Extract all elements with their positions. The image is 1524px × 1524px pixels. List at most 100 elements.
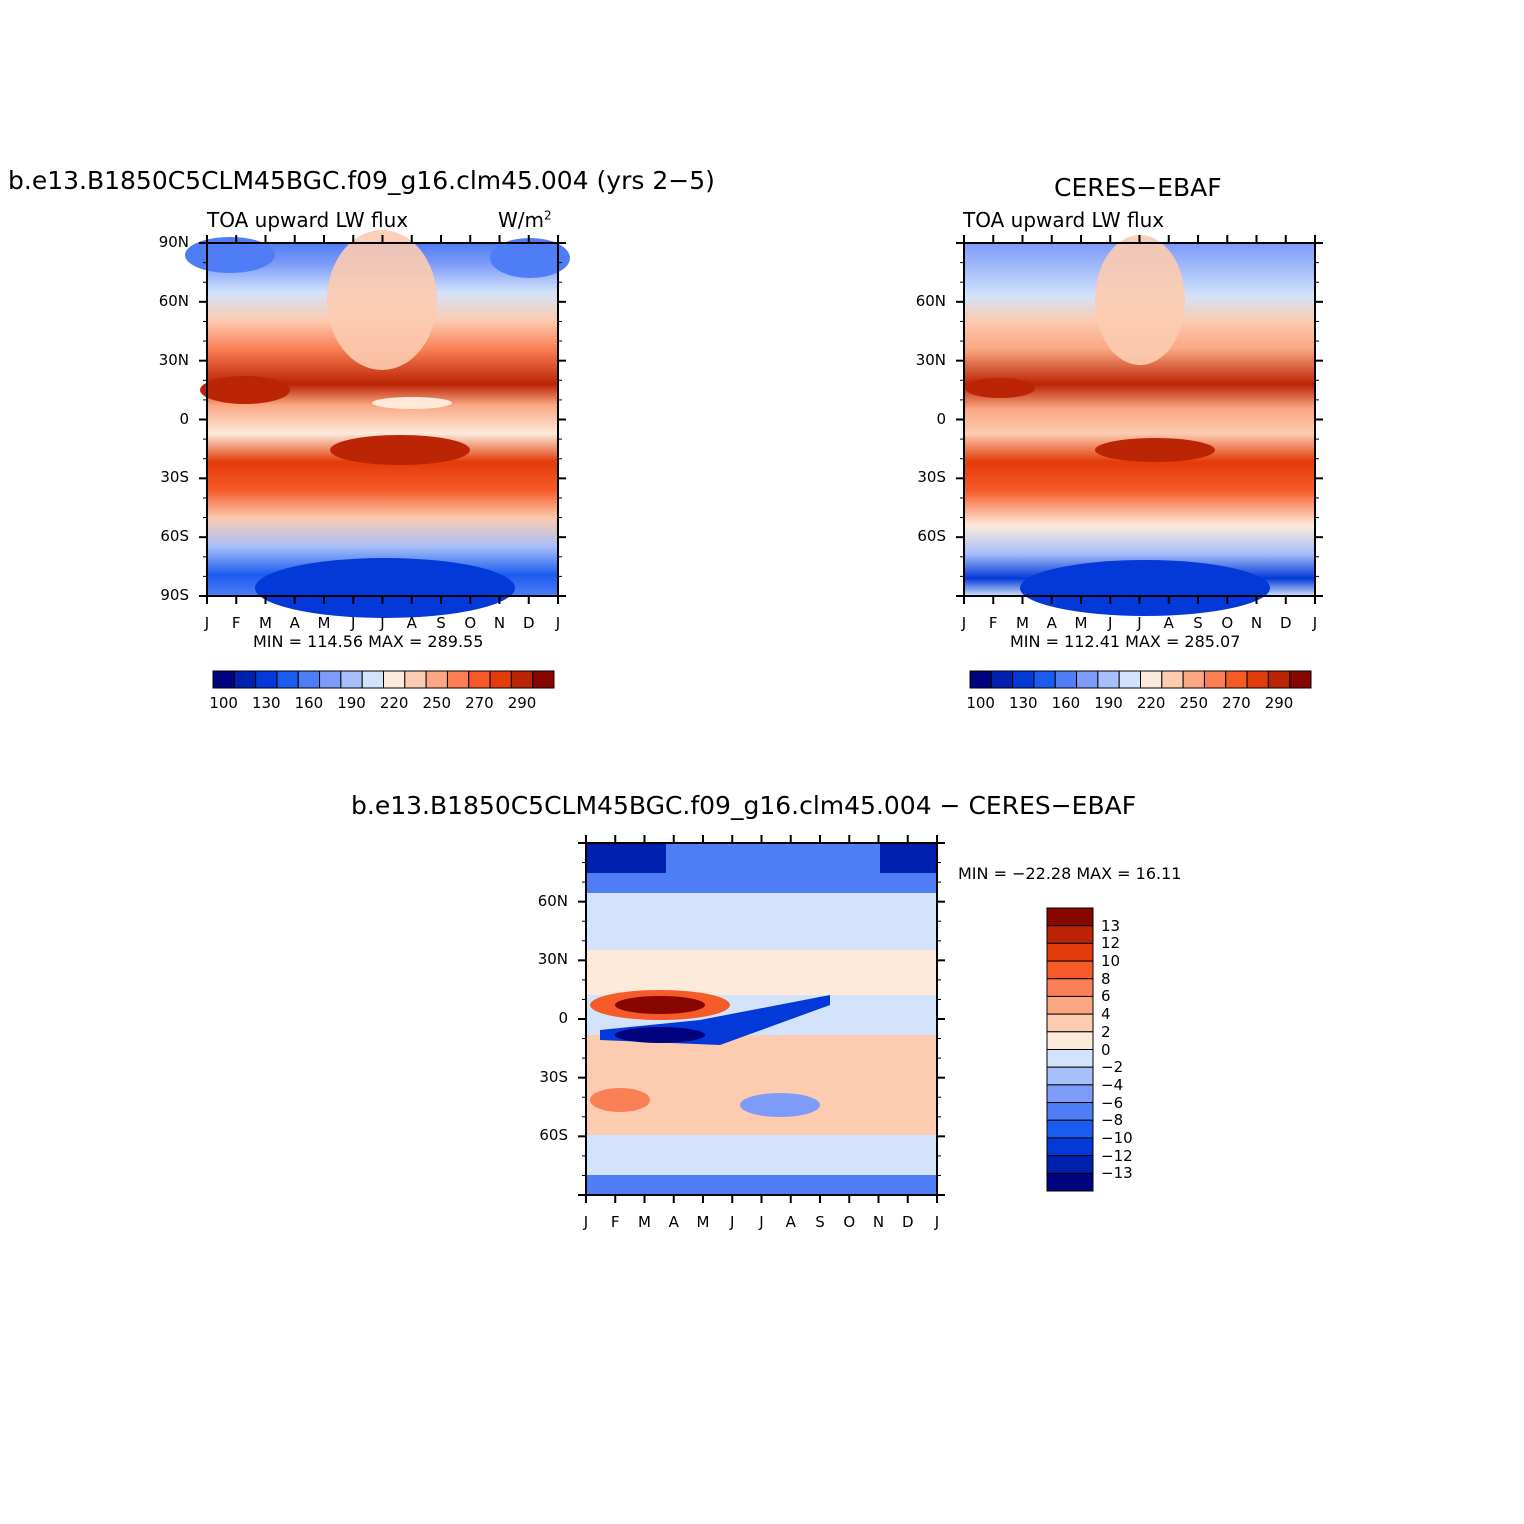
model-colorbar-label: 160 [294, 694, 324, 712]
model-colorbar-swatch [276, 670, 299, 689]
model-colorbar-swatch [297, 670, 321, 689]
x-tick-label: S [815, 1213, 825, 1231]
diff-stats: MIN = −22.28 MAX = 16.11 [958, 864, 1182, 883]
obs-colorbar-label: 160 [1051, 694, 1081, 712]
obs-colorbar-swatch [1076, 670, 1099, 689]
obs-stats: MIN = 112.41 MAX = 285.07 [1010, 632, 1241, 651]
diff-colorbar-swatch [1046, 1172, 1094, 1192]
diff-colorbar-label: 0 [1101, 1040, 1111, 1059]
x-tick-label: M [317, 614, 331, 632]
diff-colorbar-label: 12 [1101, 934, 1121, 953]
x-tick-label: A [289, 614, 300, 632]
x-tick-label: J [1312, 614, 1318, 632]
y-tick-label: 60N [915, 291, 946, 310]
diff-colorbar-swatch [1046, 1066, 1094, 1086]
model-colorbar-label: 130 [251, 694, 281, 712]
model-colorbar-label: 100 [209, 694, 238, 712]
x-tick-label: M [259, 614, 272, 632]
diff-colorbar-swatch [1046, 1084, 1094, 1104]
model-colorbar-swatch [446, 670, 470, 689]
axis-ticks [199, 235, 1323, 1203]
diff-colorbar-label: 13 [1101, 916, 1121, 935]
diff-colorbar-swatch [1046, 1031, 1094, 1050]
x-tick-label: N [1250, 614, 1263, 632]
y-tick-label: 60N [158, 291, 189, 310]
model-panel-title: b.e13.B1850C5CLM45BGC.f09_g16.clm45.004 … [8, 166, 715, 195]
x-tick-label: J [555, 614, 561, 632]
y-tick-label: 30S [917, 468, 946, 487]
diff-colorbar-swatch [1046, 960, 1094, 980]
obs-colorbar-swatch [1033, 670, 1056, 689]
model-units-text: W/m [498, 208, 544, 232]
obs-field [964, 235, 1315, 616]
diff-colorbar-swatch [1046, 1155, 1094, 1174]
x-tick-label: D [901, 1213, 914, 1231]
obs-colorbar-swatch [990, 670, 1014, 689]
obs-colorbar-label: 250 [1179, 694, 1209, 712]
model-colorbar-swatch [233, 670, 257, 689]
x-tick-label: M [696, 1213, 710, 1231]
obs-colorbar-label: 100 [966, 694, 995, 712]
diff-colorbar-swatch [1046, 1102, 1094, 1121]
obs-colorbar-label: 130 [1008, 694, 1038, 712]
obs-colorbar-label: 290 [1264, 694, 1294, 712]
diff-colorbar-label: 10 [1101, 952, 1121, 971]
y-tick-label: 60S [160, 527, 189, 546]
x-tick-label: J [730, 1213, 735, 1231]
y-tick-label: 0 [936, 409, 946, 428]
model-colorbar-swatch [425, 670, 448, 689]
x-tick-label: A [668, 1213, 679, 1231]
obs-colorbar-swatch [1267, 670, 1291, 689]
model-colorbar-label: 190 [337, 694, 366, 712]
y-tick-label: 30S [539, 1067, 568, 1086]
x-tick-label: J [380, 614, 385, 632]
y-tick-label: 30N [537, 950, 568, 969]
model-colorbar-swatch [383, 670, 406, 689]
diff-colorbar-swatch [1046, 1049, 1094, 1068]
x-tick-label: A [1163, 614, 1174, 632]
colorbars [212, 670, 1312, 1192]
x-tick-label: D [1279, 614, 1292, 632]
model-colorbar-label: 290 [507, 694, 537, 712]
y-tick-label: 30N [915, 350, 946, 369]
obs-colorbar-label: 270 [1222, 694, 1251, 712]
x-tick-label: N [493, 614, 506, 632]
x-tick-label: A [406, 614, 417, 632]
model-units: W/m2 [498, 208, 552, 232]
model-colorbar-label: 220 [379, 694, 409, 712]
x-tick-label: M [1016, 614, 1029, 632]
obs-colorbar-label: 190 [1094, 694, 1123, 712]
x-tick-label: A [1046, 614, 1057, 632]
x-tick-label: O [843, 1213, 856, 1231]
x-tick-label: J [583, 1213, 589, 1231]
y-tick-label: 90N [158, 233, 189, 251]
diff-colorbar-swatch [1046, 1137, 1094, 1157]
obs-colorbar-swatch [1182, 670, 1205, 689]
obs-colorbar-swatch [1118, 670, 1141, 689]
diff-colorbar-label: −13 [1101, 1164, 1133, 1183]
y-tick-label: 60S [917, 527, 946, 546]
diff-colorbar-swatch [1046, 978, 1094, 997]
model-colorbar-label: 250 [422, 694, 452, 712]
x-tick-label: J [204, 614, 210, 632]
diff-colorbar-swatch [1046, 1013, 1094, 1033]
y-tick-label: 0 [558, 1009, 568, 1027]
diff-colorbar-label: −12 [1101, 1146, 1133, 1165]
x-tick-label: M [638, 1213, 651, 1231]
model-left-string: TOA upward LW flux [207, 208, 409, 232]
diff-colorbar-swatch [1046, 1119, 1094, 1139]
model-colorbar-swatch [340, 670, 363, 689]
model-colorbar-swatch [510, 670, 534, 689]
y-tick-label: 30N [158, 350, 189, 369]
diff-panel-title: b.e13.B1850C5CLM45BGC.f09_g16.clm45.004 … [351, 791, 1137, 820]
y-tick-label: 60N [537, 891, 568, 910]
obs-colorbar-label: 220 [1136, 694, 1166, 712]
obs-colorbar-swatch [1097, 670, 1120, 689]
obs-colorbar-swatch [1012, 670, 1035, 689]
x-tick-label: O [464, 614, 477, 632]
model-field [185, 230, 570, 618]
obs-colorbar-swatch [969, 670, 992, 689]
model-units-sup: 2 [544, 208, 552, 223]
x-tick-label: S [436, 614, 446, 632]
